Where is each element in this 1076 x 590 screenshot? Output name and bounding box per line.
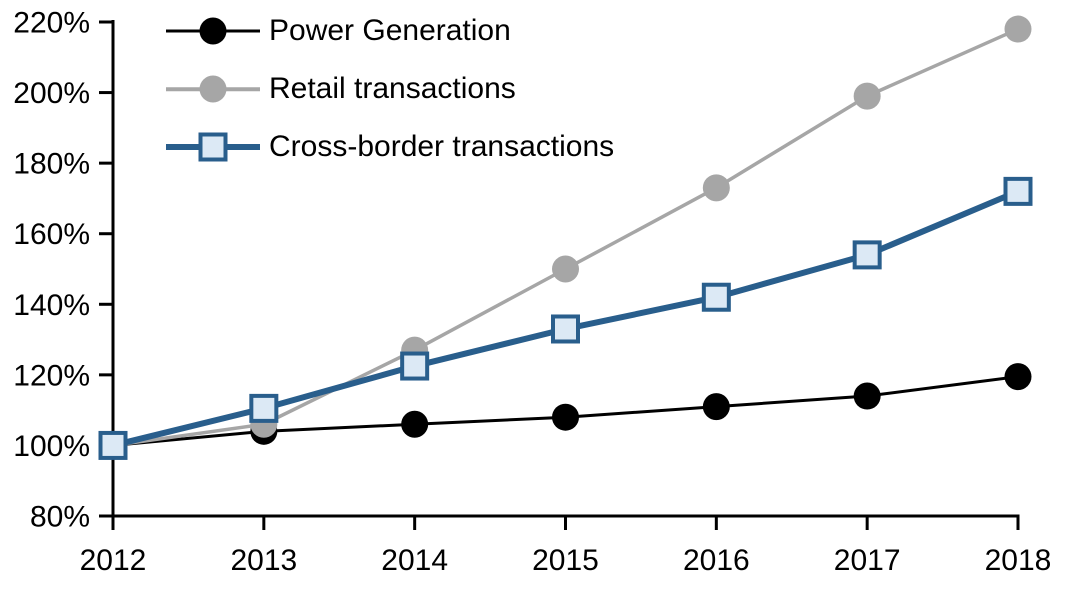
retail-transactions-swatch xyxy=(166,73,260,105)
data-point-retail-transactions xyxy=(702,174,730,202)
legend-label-power-generation: Power Generation xyxy=(269,14,511,47)
power-generation-marker-icon xyxy=(199,17,227,45)
legend-item-cross-border-transactions: Cross-border transactions xyxy=(166,118,614,176)
x-tick-label: 2014 xyxy=(381,544,448,577)
data-point-power-generation xyxy=(401,410,429,438)
cross-border-transactions-swatch xyxy=(166,131,260,163)
data-point-retail-transactions xyxy=(551,255,579,283)
legend-label-cross-border-transactions: Cross-border transactions xyxy=(269,130,615,163)
data-point-cross-border-transactions xyxy=(98,430,128,460)
x-tick-label: 2016 xyxy=(683,544,750,577)
data-point-cross-border-transactions xyxy=(249,393,279,423)
y-tick-label: 80% xyxy=(30,501,90,534)
data-point-power-generation xyxy=(853,382,881,410)
y-tick-label: 200% xyxy=(13,77,90,110)
data-point-cross-border-transactions xyxy=(852,240,882,270)
data-point-power-generation xyxy=(551,403,579,431)
y-tick-label: 140% xyxy=(13,289,90,322)
data-point-retail-transactions xyxy=(853,82,881,110)
y-tick-label: 100% xyxy=(13,430,90,463)
retail-transactions-marker-icon xyxy=(199,75,227,103)
cross-border-transactions-marker-icon xyxy=(198,132,228,162)
data-point-retail-transactions xyxy=(1004,15,1032,43)
data-point-cross-border-transactions xyxy=(701,282,731,312)
x-tick-label: 2017 xyxy=(834,544,901,577)
data-point-cross-border-transactions xyxy=(1003,176,1033,206)
x-tick-label: 2015 xyxy=(532,544,599,577)
legend-label-retail-transactions: Retail transactions xyxy=(269,72,516,105)
power-generation-swatch xyxy=(166,15,260,47)
data-point-power-generation xyxy=(702,393,730,421)
y-tick-label: 220% xyxy=(13,7,90,40)
x-tick-label: 2018 xyxy=(985,544,1052,577)
legend-item-retail-transactions: Retail transactions xyxy=(166,60,614,118)
x-tick-label: 2013 xyxy=(230,544,297,577)
data-point-power-generation xyxy=(1004,363,1032,391)
y-tick-label: 120% xyxy=(13,359,90,392)
y-tick-label: 160% xyxy=(13,218,90,251)
legend-item-power-generation: Power Generation xyxy=(166,2,614,60)
series-power-generation xyxy=(99,363,1032,459)
x-tick-label: 2012 xyxy=(80,544,147,577)
data-point-cross-border-transactions xyxy=(550,314,580,344)
data-point-cross-border-transactions xyxy=(400,351,430,381)
axes: 80% 100% 120% 140% 160% 180% 200% 220% 2012 2013 2… xyxy=(13,7,1051,578)
series-cross-border-transactions xyxy=(98,176,1033,460)
y-tick-label: 180% xyxy=(13,148,90,181)
legend: Power Generation Retail transactions Cro… xyxy=(166,2,614,176)
